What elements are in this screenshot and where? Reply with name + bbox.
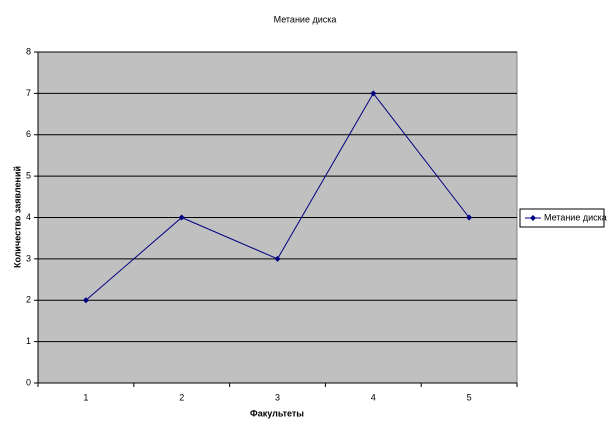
y-tick-label: 4 [26,212,31,222]
marker [466,214,473,221]
y-tick-label: 3 [26,253,31,263]
chart-title: Метание диска [274,14,337,24]
y-tick-label: 6 [26,129,31,139]
legend-label: Метание диска [544,212,607,222]
marker [370,90,377,97]
x-tick-label: 1 [83,392,88,402]
marker [178,214,185,221]
x-tick-label: 4 [371,392,376,402]
marker [82,297,89,304]
y-tick-label: 2 [26,295,31,305]
y-tick-label: 5 [26,171,31,181]
y-tick-label: 8 [26,46,31,56]
marker [274,255,281,262]
legend-box [519,208,605,228]
legend-marker [530,215,536,221]
y-tick-label: 7 [26,88,31,98]
x-tick-label: 3 [275,392,280,402]
y-tick-label: 0 [26,377,31,387]
y-axis-label: Количество заявлений [12,166,22,268]
x-tick-label: 2 [179,392,184,402]
x-tick-label: 5 [467,392,472,402]
x-axis-label: Факультеты [250,408,304,418]
y-tick-label: 1 [26,336,31,346]
